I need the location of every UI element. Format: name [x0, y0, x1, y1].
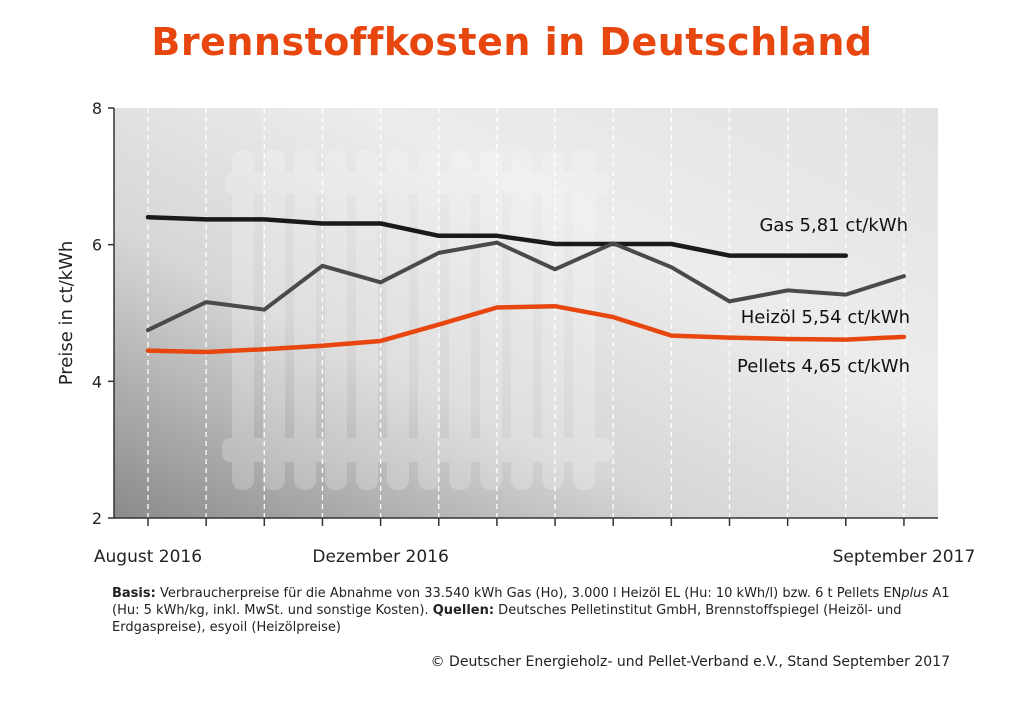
- radiator-fin: [325, 150, 347, 490]
- series-line-heizöl: [146, 240, 906, 333]
- footnote: Basis: Verbraucherpreise für die Abnahme…: [112, 585, 972, 636]
- series-line-gas: [145, 215, 849, 258]
- basis-text-1: Verbraucherpreise für die Abnahme von 33…: [155, 586, 902, 601]
- radiator-fin: [387, 150, 409, 490]
- y-tick-label: 6: [92, 236, 102, 255]
- radiator-top-bar: [225, 172, 610, 194]
- y-tick-label: 8: [92, 99, 102, 118]
- x-tick-label: September 2017: [833, 547, 976, 567]
- series-label-pellets: Pellets 4,65 ct/kWh: [737, 356, 910, 377]
- basis-text-2: A1 (Hu: 5 kWh/kg, inkl. MwSt. und sonsti…: [112, 586, 950, 618]
- radiator-fin: [480, 150, 502, 490]
- radiator-fin: [511, 150, 533, 490]
- y-axis-label: Preise in ct/kWh: [56, 241, 77, 386]
- plot-background: [114, 108, 938, 518]
- radiator-fin: [263, 150, 285, 490]
- series-line-pellets: [145, 303, 907, 355]
- chart-title: Brennstoffkosten in Deutschland: [151, 20, 873, 64]
- radiator-fin: [356, 150, 378, 490]
- radiator-fin: [294, 150, 316, 490]
- radiator-fin: [542, 150, 564, 490]
- sources-label: Quellen:: [432, 603, 495, 618]
- radiator-fin: [232, 150, 254, 490]
- series-label-heizöl: Heizöl 5,54 ct/kWh: [741, 307, 910, 328]
- radiator-fin: [418, 150, 440, 490]
- y-tick-label: 4: [92, 372, 102, 391]
- radiator-bottom-bar: [222, 438, 612, 462]
- copyright-notice: © Deutscher Energieholz- und Pellet-Verb…: [430, 654, 950, 670]
- basis-label: Basis:: [112, 586, 156, 601]
- sources-text: Deutsches Pelletinstitut GmbH, Brennstof…: [112, 603, 902, 635]
- series-label-gas: Gas 5,81 ct/kWh: [759, 215, 908, 236]
- basis-italic: plus: [901, 586, 929, 601]
- x-tick-label: Dezember 2016: [312, 547, 448, 567]
- x-tick-label: August 2016: [94, 547, 202, 567]
- radiator-fin: [573, 150, 595, 490]
- y-tick-label: 2: [92, 509, 102, 528]
